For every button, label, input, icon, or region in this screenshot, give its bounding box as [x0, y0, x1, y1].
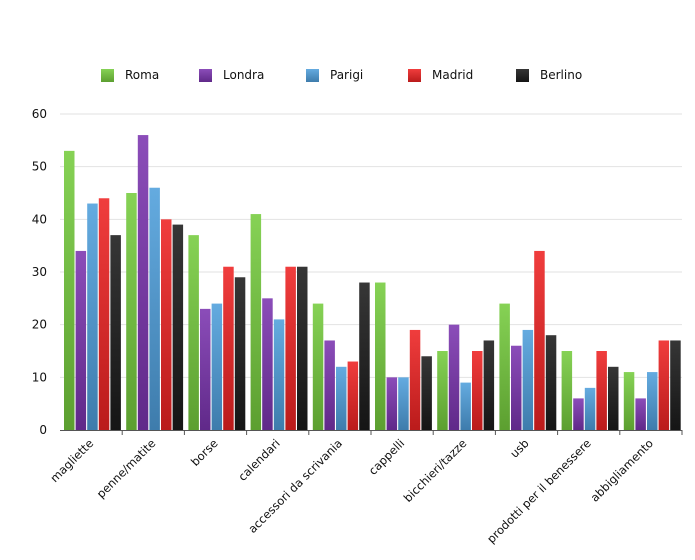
- bar-londra-3: [200, 308, 211, 430]
- legend-swatch: [306, 68, 319, 82]
- bar-madrid-3: [223, 266, 234, 430]
- bar-roma-5: [312, 303, 324, 430]
- x-tick-label: usb: [507, 436, 531, 460]
- bar-berlino-7: [483, 340, 495, 430]
- y-tick-label: 20: [32, 318, 47, 332]
- bar-madrid-7: [472, 351, 483, 430]
- bar-berlino-10: [670, 340, 681, 430]
- bar-madrid-9: [596, 351, 607, 430]
- bar-parigi-5: [336, 366, 347, 430]
- bar-roma-1: [64, 150, 75, 430]
- bar-parigi-2: [149, 187, 160, 430]
- x-tick-label: prodotti per il benessere: [484, 436, 594, 546]
- bar-roma-3: [188, 235, 199, 430]
- legend-label: Parigi: [330, 68, 364, 82]
- bar-madrid-6: [409, 329, 421, 430]
- x-tick-label: calendari: [235, 436, 283, 484]
- x-tick-label: borse: [188, 436, 221, 469]
- bar-roma-7: [437, 351, 448, 430]
- y-tick-label: 30: [32, 265, 47, 279]
- legend-swatch: [408, 68, 421, 82]
- bar-berlino-4: [297, 266, 308, 430]
- bar-berlino-8: [545, 335, 557, 430]
- bar-londra-1: [75, 250, 87, 430]
- bar-parigi-6: [398, 377, 409, 430]
- bar-parigi-3: [211, 303, 223, 430]
- bar-londra-2: [137, 135, 149, 430]
- bar-londra-5: [324, 340, 335, 430]
- bar-madrid-1: [98, 198, 110, 430]
- bar-roma-8: [499, 303, 510, 430]
- x-tick-label: magliette: [47, 436, 96, 485]
- legend-item-roma: Roma: [101, 66, 159, 84]
- bar-madrid-10: [658, 340, 670, 430]
- bar-madrid-5: [347, 361, 359, 430]
- bar-roma-6: [375, 282, 386, 430]
- bar-londra-10: [635, 398, 646, 430]
- legend-item-parigi: Parigi: [306, 66, 363, 84]
- y-tick-label: 40: [32, 212, 47, 226]
- legend: Roma Londra Parigi Madrid Berlino: [0, 66, 695, 84]
- bar-londra-9: [573, 398, 584, 430]
- bar-parigi-10: [647, 372, 658, 430]
- legend-label: Berlino: [540, 68, 583, 82]
- bar-roma-9: [561, 351, 573, 430]
- y-tick-label: 0: [39, 423, 47, 437]
- x-tick-label: abbigliamento: [588, 436, 656, 504]
- legend-label: Londra: [223, 68, 265, 82]
- legend-swatch: [101, 68, 114, 82]
- bar-parigi-7: [460, 382, 471, 430]
- legend-label: Roma: [125, 68, 160, 82]
- bar-londra-6: [386, 377, 398, 430]
- bar-roma-4: [250, 214, 262, 430]
- x-tick-label: cappelli: [366, 436, 407, 477]
- bar-roma-2: [126, 193, 137, 430]
- y-tick-label: 50: [32, 160, 47, 174]
- legend-label: Madrid: [432, 68, 474, 82]
- legend-item-berlino: Berlino: [516, 66, 582, 84]
- bars: [64, 135, 681, 430]
- bar-parigi-8: [522, 329, 534, 430]
- y-tick-label: 60: [32, 107, 47, 121]
- bar-londra-7: [448, 324, 460, 430]
- bar-londra-4: [262, 298, 273, 430]
- bar-berlino-5: [359, 282, 370, 430]
- bar-berlino-3: [234, 277, 246, 430]
- bar-berlino-2: [172, 224, 184, 430]
- legend-item-londra: Londra: [199, 66, 264, 84]
- x-tick-label: bicchieri/tazze: [401, 436, 470, 505]
- bar-londra-8: [511, 345, 522, 430]
- bar-madrid-4: [285, 266, 296, 430]
- x-tick-label: penne/matite: [94, 436, 159, 501]
- bar-roma-10: [623, 372, 635, 430]
- bar-berlino-9: [608, 366, 619, 430]
- bar-berlino-6: [421, 356, 432, 430]
- legend-swatch: [516, 68, 529, 82]
- bar-madrid-2: [161, 219, 172, 430]
- y-tick-label: 10: [32, 370, 47, 384]
- bar-parigi-9: [584, 387, 596, 430]
- legend-swatch: [199, 68, 212, 82]
- bar-parigi-1: [87, 203, 98, 430]
- bar-madrid-8: [534, 250, 545, 430]
- bar-berlino-1: [110, 235, 121, 430]
- legend-item-madrid: Madrid: [408, 66, 473, 84]
- bar-parigi-4: [273, 319, 285, 430]
